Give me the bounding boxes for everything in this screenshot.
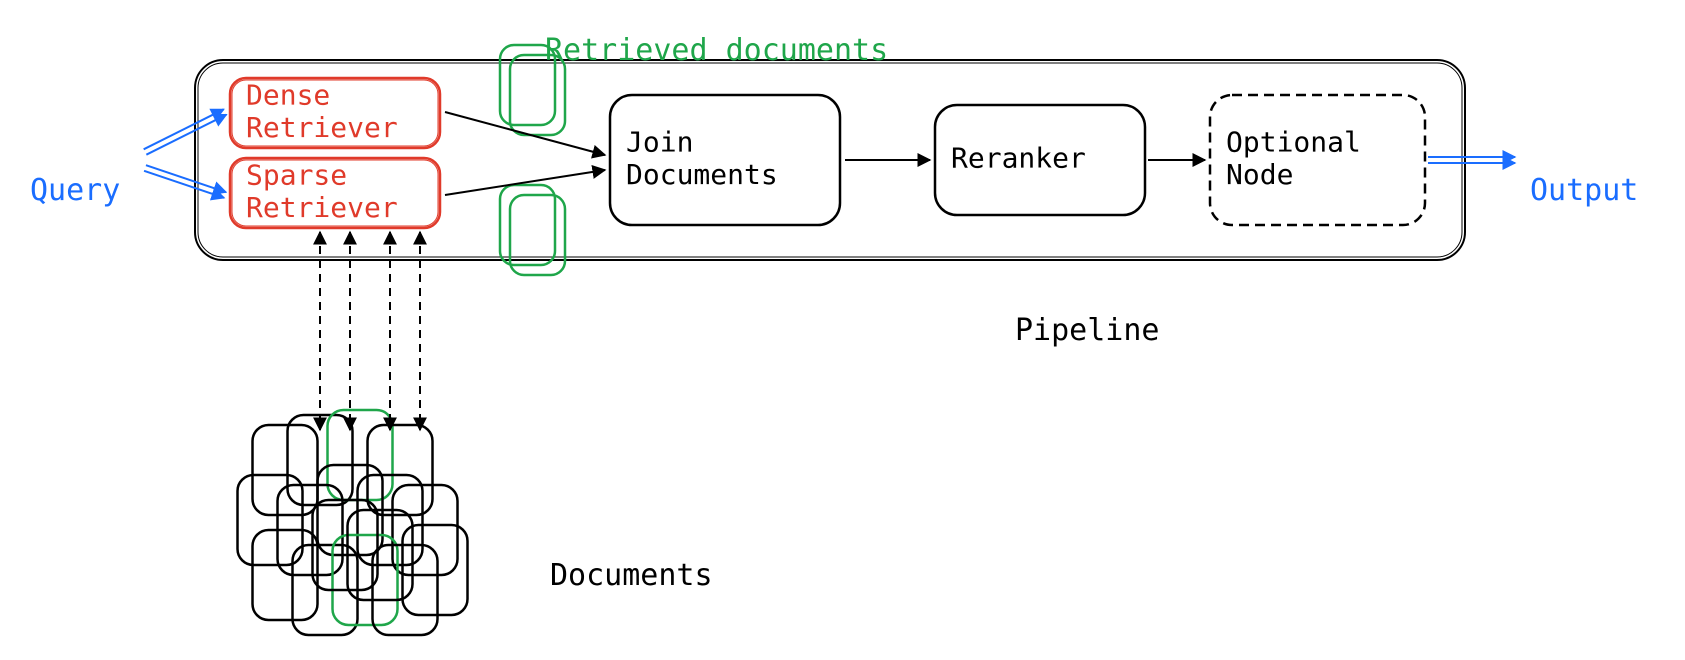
doc-pile-item-4 [238, 475, 303, 565]
join-label-1: Documents [626, 158, 778, 191]
arrow-query_to_dense [144, 109, 224, 149]
doc-pile-item-0 [253, 425, 318, 515]
output-label: Output [1530, 173, 1638, 208]
arrow-sparse_to_join [445, 170, 605, 195]
query-label: Query [30, 173, 120, 208]
dense-label-1: Retriever [246, 111, 398, 144]
retrieved-bottom-doc-1 [510, 195, 565, 275]
doc-pile-item-12 [373, 545, 438, 635]
sparse-label-0: Sparse [246, 159, 347, 192]
arrow-query_to_sparse [146, 165, 226, 192]
dense-label-0: Dense [246, 79, 330, 112]
optional-label-1: Node [1226, 158, 1293, 191]
arrow-dense_to_join [445, 112, 605, 155]
sparse-node: SparseRetriever [230, 158, 440, 228]
pipeline-label: Pipeline [1015, 313, 1160, 348]
rerank-label-0: Reranker [951, 142, 1086, 175]
optional-label-0: Optional [1226, 126, 1361, 159]
arrow-query_to_dense [146, 115, 226, 155]
retrieved_docs-label: Retrieved documents [545, 33, 888, 68]
optional-node: OptionalNode [1210, 95, 1425, 225]
join-node: JoinDocuments [610, 95, 840, 225]
dense-node: DenseRetriever [230, 78, 440, 148]
documents-label: Documents [550, 558, 713, 593]
join-label-0: Join [626, 126, 693, 159]
rerank-node: Reranker [935, 105, 1145, 215]
sparse-label-1: Retriever [246, 191, 398, 224]
arrow-query_to_sparse [144, 171, 224, 198]
retrieved-bottom-doc-0 [500, 185, 555, 265]
